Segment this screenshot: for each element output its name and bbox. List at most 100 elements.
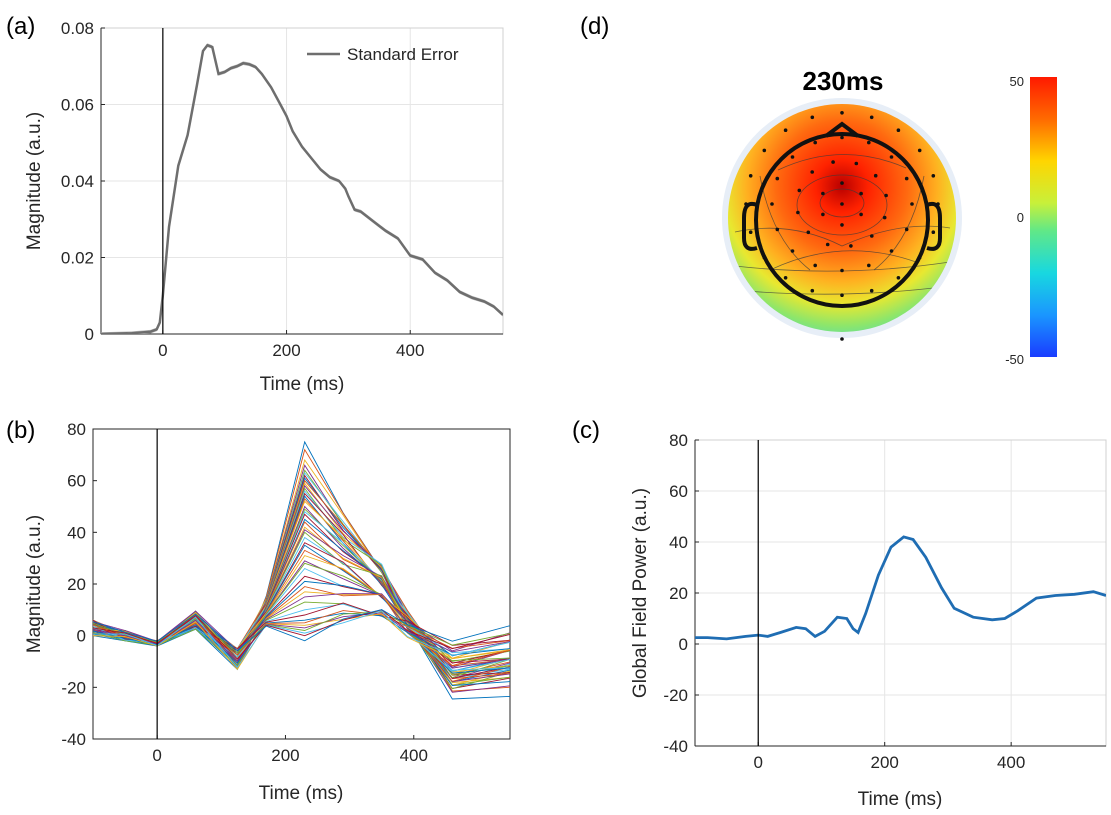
panel-a-ytick-label: 0 [85,325,94,344]
panel-b-ytick-label: 0 [77,627,86,646]
topomap-contours [734,154,951,295]
panel-b-series-line [93,518,510,672]
panel-b-ytick-label: 20 [67,575,86,594]
panel-c-xlabel: Time (ms) [858,789,943,810]
electrode-marker [840,337,844,341]
panel-b-series-line [93,531,510,679]
panel-c-xtick-label: 0 [753,753,762,772]
electrode-marker [748,174,753,178]
electrode-marker [896,128,901,132]
colorbar-tick-max: 50 [1010,74,1024,89]
panel-a-ytick-label: 0.02 [61,249,94,268]
panel-a-xtick-label: 200 [272,341,300,360]
electrode-marker [936,202,940,206]
panel-b-series-line [93,613,510,671]
electrode-marker [744,202,748,206]
panel-c-ytick-label: -40 [663,737,688,756]
electrode-marker [790,155,795,159]
electrode-marker [821,191,825,196]
electrode-marker [931,174,936,178]
panel-a-ytick-label: 0.08 [61,19,94,38]
panel-label-d: (d) [580,13,609,40]
panel-a-xtick-label: 400 [396,341,424,360]
electrode-marker [840,202,844,206]
electrode-marker [882,215,887,220]
electrode-marker [904,227,909,232]
panel-b-xlabel: Time (ms) [259,783,344,804]
electrode-marker [806,230,811,235]
panel-b-series-line [93,612,510,662]
topomap-nose [824,121,860,138]
panel-c-ytick-label: 80 [669,431,688,450]
panel-label-c: (c) [572,417,600,444]
panel-a-xlabel: Time (ms) [260,374,345,395]
electrode-marker [790,249,795,253]
electrode-marker [775,176,780,181]
electrode-marker [810,170,814,174]
panel-b-xtick-label: 0 [152,746,161,765]
electrode-marker [931,230,936,234]
electrode-marker [854,161,859,166]
electrode-marker [859,191,863,196]
electrode-marker [917,148,922,153]
electrode-marker [810,115,815,120]
colorbar-tick-min: -50 [1005,352,1024,367]
panel-label-b: (b) [6,417,35,444]
electrode-marker [904,176,909,181]
panel-c-xtick-label: 200 [871,753,899,772]
panel-c-ytick-label: 40 [669,533,688,552]
panel-b-ytick-label: -20 [61,678,86,697]
panel-b-series-line [93,601,510,666]
topomap-right-ear [926,201,942,251]
electrode-marker [840,135,844,140]
panel-c-ytick-label: 20 [669,584,688,603]
panel-b-series-line [93,609,510,660]
panel-a-series-line [101,43,503,334]
electrode-marker [849,244,853,248]
panel-b-chart: 0 200 400 -40 -20 0 20 40 60 80 Time (ms) Magnitu… [24,420,511,804]
topomap-field [728,104,956,332]
panel-a-legend-label: Standard Error [347,45,459,64]
electrode-marker [748,230,753,234]
topomap-electrodes [744,111,940,341]
panel-b-ytick-label: 80 [67,420,86,439]
electrode-marker [889,249,894,253]
electrode-marker [797,188,802,193]
panel-a-xtick-label: 0 [158,341,167,360]
electrode-marker [831,160,835,164]
panel-b-series-line [93,610,510,668]
electrode-marker [884,193,888,198]
topomap-head-outline [754,132,930,308]
panel-b-series-line [93,609,510,652]
electrode-marker [840,111,844,115]
panel-label-a: (a) [6,13,35,40]
panel-b-series-line [93,611,510,654]
electrode-marker [783,276,788,280]
panel-c-ticks: 0 200 400 -40 -20 0 20 40 60 80 [663,431,1025,772]
panel-d-topomap: 230ms 50 0 -50 [722,66,1057,367]
electrode-marker [869,115,874,120]
colorbar-tick-mid: 0 [1017,210,1024,225]
electrode-marker [840,293,844,298]
panel-b-xtick-label: 400 [400,746,428,765]
electrode-marker [813,263,817,268]
electrode-marker [762,255,767,260]
panel-b-ytick-label: 40 [67,523,86,542]
panel-c-ylabel: Global Field Power (a.u.) [630,488,651,698]
panel-b-ytick-label: 60 [67,472,86,491]
electrode-marker [867,140,871,145]
electrode-marker [859,212,863,217]
panel-a-ytick-label: 0.04 [61,172,94,191]
panel-a-grid [101,27,503,335]
electrode-marker [840,223,844,227]
electrode-marker [770,202,774,206]
panel-c-grid [695,439,1106,747]
panel-c-ytick-label: -20 [663,686,688,705]
electrode-marker [821,212,825,217]
electrode-marker [825,242,830,247]
electrode-marker [775,227,780,232]
panel-c-xtick-label: 400 [997,753,1025,772]
electrode-marker [867,263,871,268]
electrode-marker [870,234,874,238]
panel-b-series-line [93,612,510,664]
